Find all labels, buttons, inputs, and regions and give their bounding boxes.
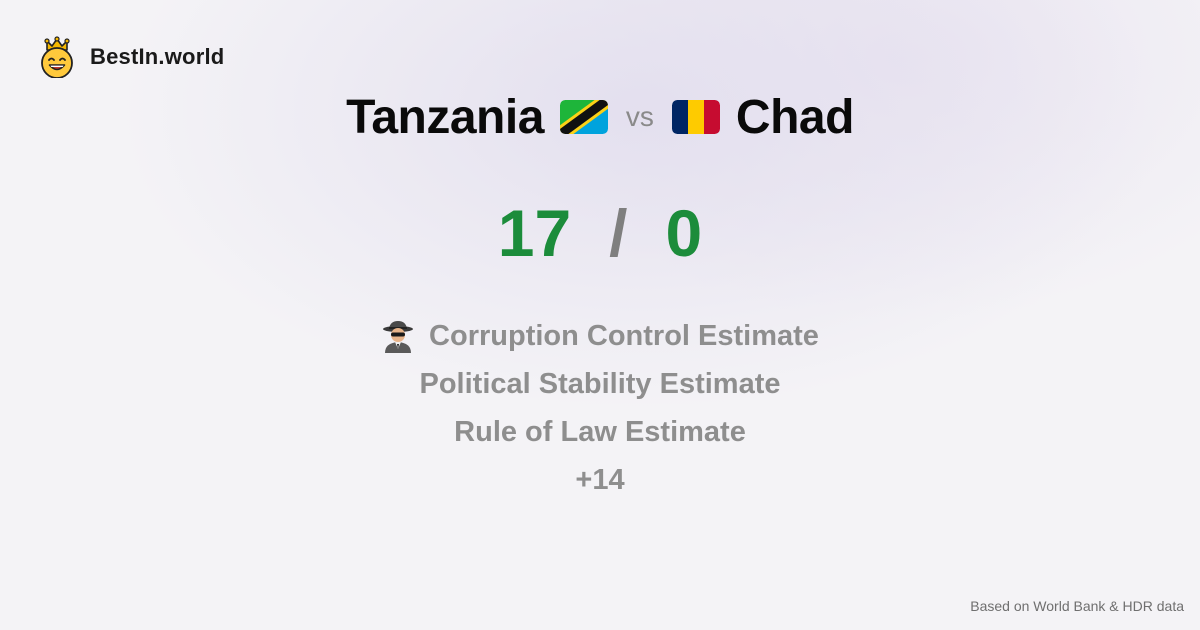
metric-label: Rule of Law Estimate — [454, 415, 746, 448]
brand[interactable]: BestIn.world — [38, 36, 224, 78]
chad-flag-icon — [671, 100, 720, 134]
right-country-name: Chad — [735, 90, 855, 144]
brand-name: BestIn.world — [90, 44, 225, 69]
left-score: 17 — [497, 196, 572, 270]
metric-label: Political Stability Estimate — [419, 367, 781, 400]
more-metrics-count: +14 — [575, 456, 624, 504]
score: 17 / 0 — [0, 196, 1200, 270]
right-score: 0 — [665, 196, 703, 270]
spy-icon — [383, 321, 414, 353]
metric-item: Rule of Law Estimate — [454, 408, 746, 456]
comparison-title: Tanzania vs Chad — [0, 86, 1200, 148]
metric-item: Political Stability Estimate — [420, 360, 781, 408]
metric-list: Corruption Control Estimate Political St… — [0, 312, 1200, 504]
metric-item: Corruption Control Estimate — [381, 312, 819, 360]
tanzania-flag-icon — [559, 100, 608, 134]
score-separator: / — [609, 196, 628, 270]
crowned-smiley-icon — [41, 36, 73, 78]
metric-label: Corruption Control Estimate — [429, 319, 819, 352]
data-source-note: Based on World Bank & HDR data — [970, 598, 1184, 614]
vs-label: vs — [625, 101, 654, 132]
left-country-name: Tanzania — [346, 90, 544, 144]
metric-label: +14 — [575, 463, 625, 496]
